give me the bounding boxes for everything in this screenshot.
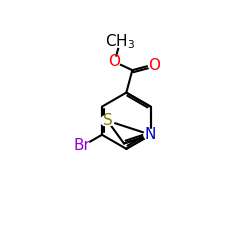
Ellipse shape <box>110 36 130 47</box>
Text: O: O <box>148 58 160 72</box>
Text: S: S <box>102 113 112 128</box>
Text: N: N <box>145 127 156 142</box>
Text: Br: Br <box>73 138 90 153</box>
Text: O: O <box>108 54 120 70</box>
Ellipse shape <box>144 130 158 140</box>
Text: CH$_3$: CH$_3$ <box>104 32 135 51</box>
Ellipse shape <box>73 140 90 151</box>
Ellipse shape <box>148 60 159 70</box>
Ellipse shape <box>100 115 114 126</box>
Ellipse shape <box>109 57 120 67</box>
